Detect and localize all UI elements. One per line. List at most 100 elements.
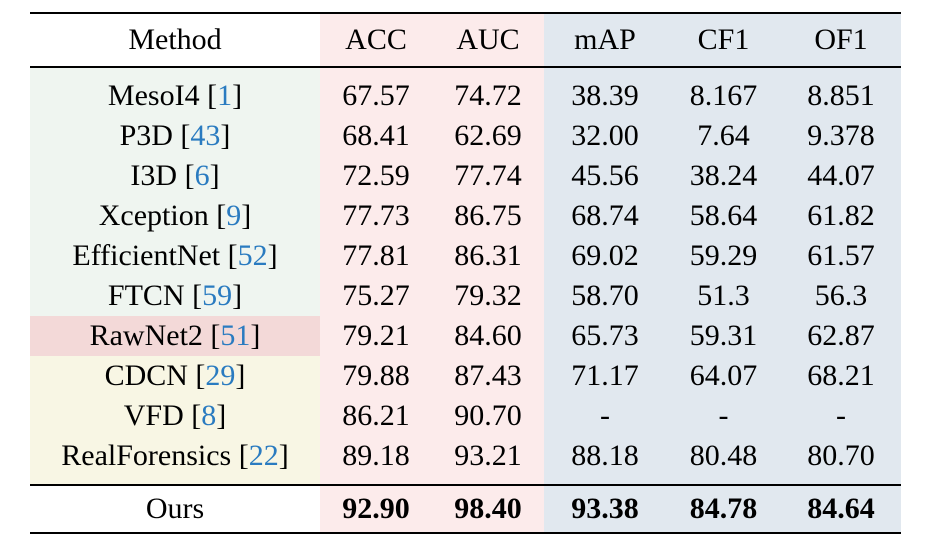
citation-link[interactable]: 8 (201, 399, 217, 432)
method-cell: I3D [6] (30, 156, 320, 196)
cf1-cell: 58.64 (666, 196, 781, 236)
method-name: FTCN (107, 279, 185, 312)
table-header: Method ACC AUC mAP CF1 OF1 (30, 12, 901, 68)
of1-cell: 56.3 (781, 276, 901, 316)
header-row: Method ACC AUC mAP CF1 OF1 (30, 12, 901, 68)
cf1-cell: 59.29 (666, 236, 781, 276)
auc-cell: 86.31 (432, 236, 544, 276)
header-map: mAP (544, 12, 666, 68)
table-row: RealForensics [22] 89.18 93.21 88.18 80.… (30, 436, 901, 485)
method-cell: Xception [9] (30, 196, 320, 236)
of1-cell: 84.64 (781, 484, 901, 534)
auc-cell: 74.72 (432, 67, 544, 116)
of1-cell: 9.378 (781, 116, 901, 156)
method-name: RealForensics (61, 439, 232, 472)
method-name: MesoI4 (107, 79, 200, 112)
acc-cell: 89.18 (320, 436, 432, 485)
cf1-cell: 80.48 (666, 436, 781, 485)
method-name: Xception (98, 199, 209, 232)
method-name: P3D (119, 119, 173, 152)
cf1-cell: 84.78 (666, 484, 781, 534)
table-row: MesoI4 [1] 67.57 74.72 38.39 8.167 8.851 (30, 67, 901, 116)
method-name: CDCN (104, 359, 188, 392)
map-cell: 65.73 (544, 316, 666, 356)
auc-cell: 87.43 (432, 356, 544, 396)
of1-cell: 61.82 (781, 196, 901, 236)
cf1-cell: 64.07 (666, 356, 781, 396)
method-name: RawNet2 (89, 319, 203, 352)
citation-link[interactable]: 51 (220, 319, 251, 352)
map-cell: 88.18 (544, 436, 666, 485)
header-auc: AUC (432, 12, 544, 68)
map-cell: 71.17 (544, 356, 666, 396)
of1-cell: 62.87 (781, 316, 901, 356)
map-cell: 32.00 (544, 116, 666, 156)
map-cell: 58.70 (544, 276, 666, 316)
of1-cell: 61.57 (781, 236, 901, 276)
citation-link[interactable]: 43 (190, 119, 221, 152)
acc-cell: 68.41 (320, 116, 432, 156)
acc-cell: 67.57 (320, 67, 432, 116)
map-cell: - (544, 396, 666, 436)
acc-cell: 77.73 (320, 196, 432, 236)
citation-link[interactable]: 22 (248, 439, 279, 472)
results-table: Method ACC AUC mAP CF1 OF1 MesoI4 [1] 67… (30, 12, 901, 534)
citation-link[interactable]: 52 (237, 239, 268, 272)
map-cell: 69.02 (544, 236, 666, 276)
table-row: RawNet2 [51] 79.21 84.60 65.73 59.31 62.… (30, 316, 901, 356)
table-row: EfficientNet [52] 77.81 86.31 69.02 59.2… (30, 236, 901, 276)
table-row: P3D [43] 68.41 62.69 32.00 7.64 9.378 (30, 116, 901, 156)
cf1-cell: 51.3 (666, 276, 781, 316)
auc-cell: 90.70 (432, 396, 544, 436)
cf1-cell: 38.24 (666, 156, 781, 196)
auc-cell: 62.69 (432, 116, 544, 156)
of1-cell: - (781, 396, 901, 436)
header-of1: OF1 (781, 12, 901, 68)
map-cell: 68.74 (544, 196, 666, 236)
auc-cell: 86.75 (432, 196, 544, 236)
table-row: I3D [6] 72.59 77.74 45.56 38.24 44.07 (30, 156, 901, 196)
table-footer: Ours 92.90 98.40 93.38 84.78 84.64 (30, 484, 901, 534)
ours-row: Ours 92.90 98.40 93.38 84.78 84.64 (30, 484, 901, 534)
method-name: I3D (130, 159, 178, 192)
method-cell: Ours (30, 484, 320, 534)
method-cell: EfficientNet [52] (30, 236, 320, 276)
cf1-cell: 7.64 (666, 116, 781, 156)
acc-cell: 79.88 (320, 356, 432, 396)
acc-cell: 79.21 (320, 316, 432, 356)
auc-cell: 98.40 (432, 484, 544, 534)
table-row: FTCN [59] 75.27 79.32 58.70 51.3 56.3 (30, 276, 901, 316)
method-name: VFD (123, 399, 184, 432)
cf1-cell: 59.31 (666, 316, 781, 356)
acc-cell: 77.81 (320, 236, 432, 276)
method-cell: VFD [8] (30, 396, 320, 436)
auc-cell: 93.21 (432, 436, 544, 485)
table-row: CDCN [29] 79.88 87.43 71.17 64.07 68.21 (30, 356, 901, 396)
cf1-cell: 8.167 (666, 67, 781, 116)
method-cell: CDCN [29] (30, 356, 320, 396)
map-cell: 93.38 (544, 484, 666, 534)
method-cell: P3D [43] (30, 116, 320, 156)
citation-link[interactable]: 6 (194, 159, 210, 192)
acc-cell: 72.59 (320, 156, 432, 196)
citation-link[interactable]: 59 (202, 279, 233, 312)
of1-cell: 68.21 (781, 356, 901, 396)
map-cell: 45.56 (544, 156, 666, 196)
citation-link[interactable]: 1 (217, 79, 233, 112)
table-body: MesoI4 [1] 67.57 74.72 38.39 8.167 8.851… (30, 67, 901, 485)
method-cell: RawNet2 [51] (30, 316, 320, 356)
header-method: Method (30, 12, 320, 68)
method-cell: RealForensics [22] (30, 436, 320, 485)
acc-cell: 75.27 (320, 276, 432, 316)
auc-cell: 84.60 (432, 316, 544, 356)
of1-cell: 80.70 (781, 436, 901, 485)
auc-cell: 79.32 (432, 276, 544, 316)
header-acc: ACC (320, 12, 432, 68)
citation-link[interactable]: 29 (205, 359, 236, 392)
method-name: EfficientNet (72, 239, 221, 272)
citation-link[interactable]: 9 (226, 199, 242, 232)
of1-cell: 8.851 (781, 67, 901, 116)
auc-cell: 77.74 (432, 156, 544, 196)
map-cell: 38.39 (544, 67, 666, 116)
